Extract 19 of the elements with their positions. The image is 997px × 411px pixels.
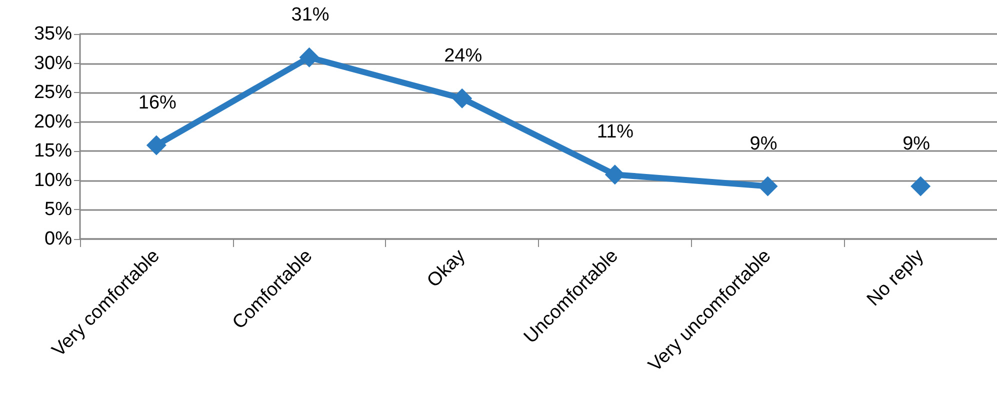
point [452, 88, 472, 108]
point [910, 176, 931, 196]
y-tick-label: 25% [34, 82, 72, 104]
y-tick-label: 35% [34, 24, 72, 44]
y-tick-label: 20% [34, 111, 72, 132]
data-label: 11% [596, 122, 634, 143]
data-label: 9% [902, 133, 930, 154]
y-tick-label: 0% [44, 228, 72, 250]
y-tick-label: 10% [34, 170, 72, 191]
data-label: 9% [750, 133, 778, 154]
y-tick-label: 15% [34, 140, 72, 162]
point [604, 164, 625, 185]
point [299, 47, 320, 68]
y-tick-label: 30% [34, 52, 72, 74]
point [146, 135, 166, 156]
data-label: 31% [291, 4, 330, 26]
data-label: 24% [444, 45, 482, 66]
data-label: 16% [138, 92, 177, 114]
y-tick-label: 5% [44, 199, 72, 220]
